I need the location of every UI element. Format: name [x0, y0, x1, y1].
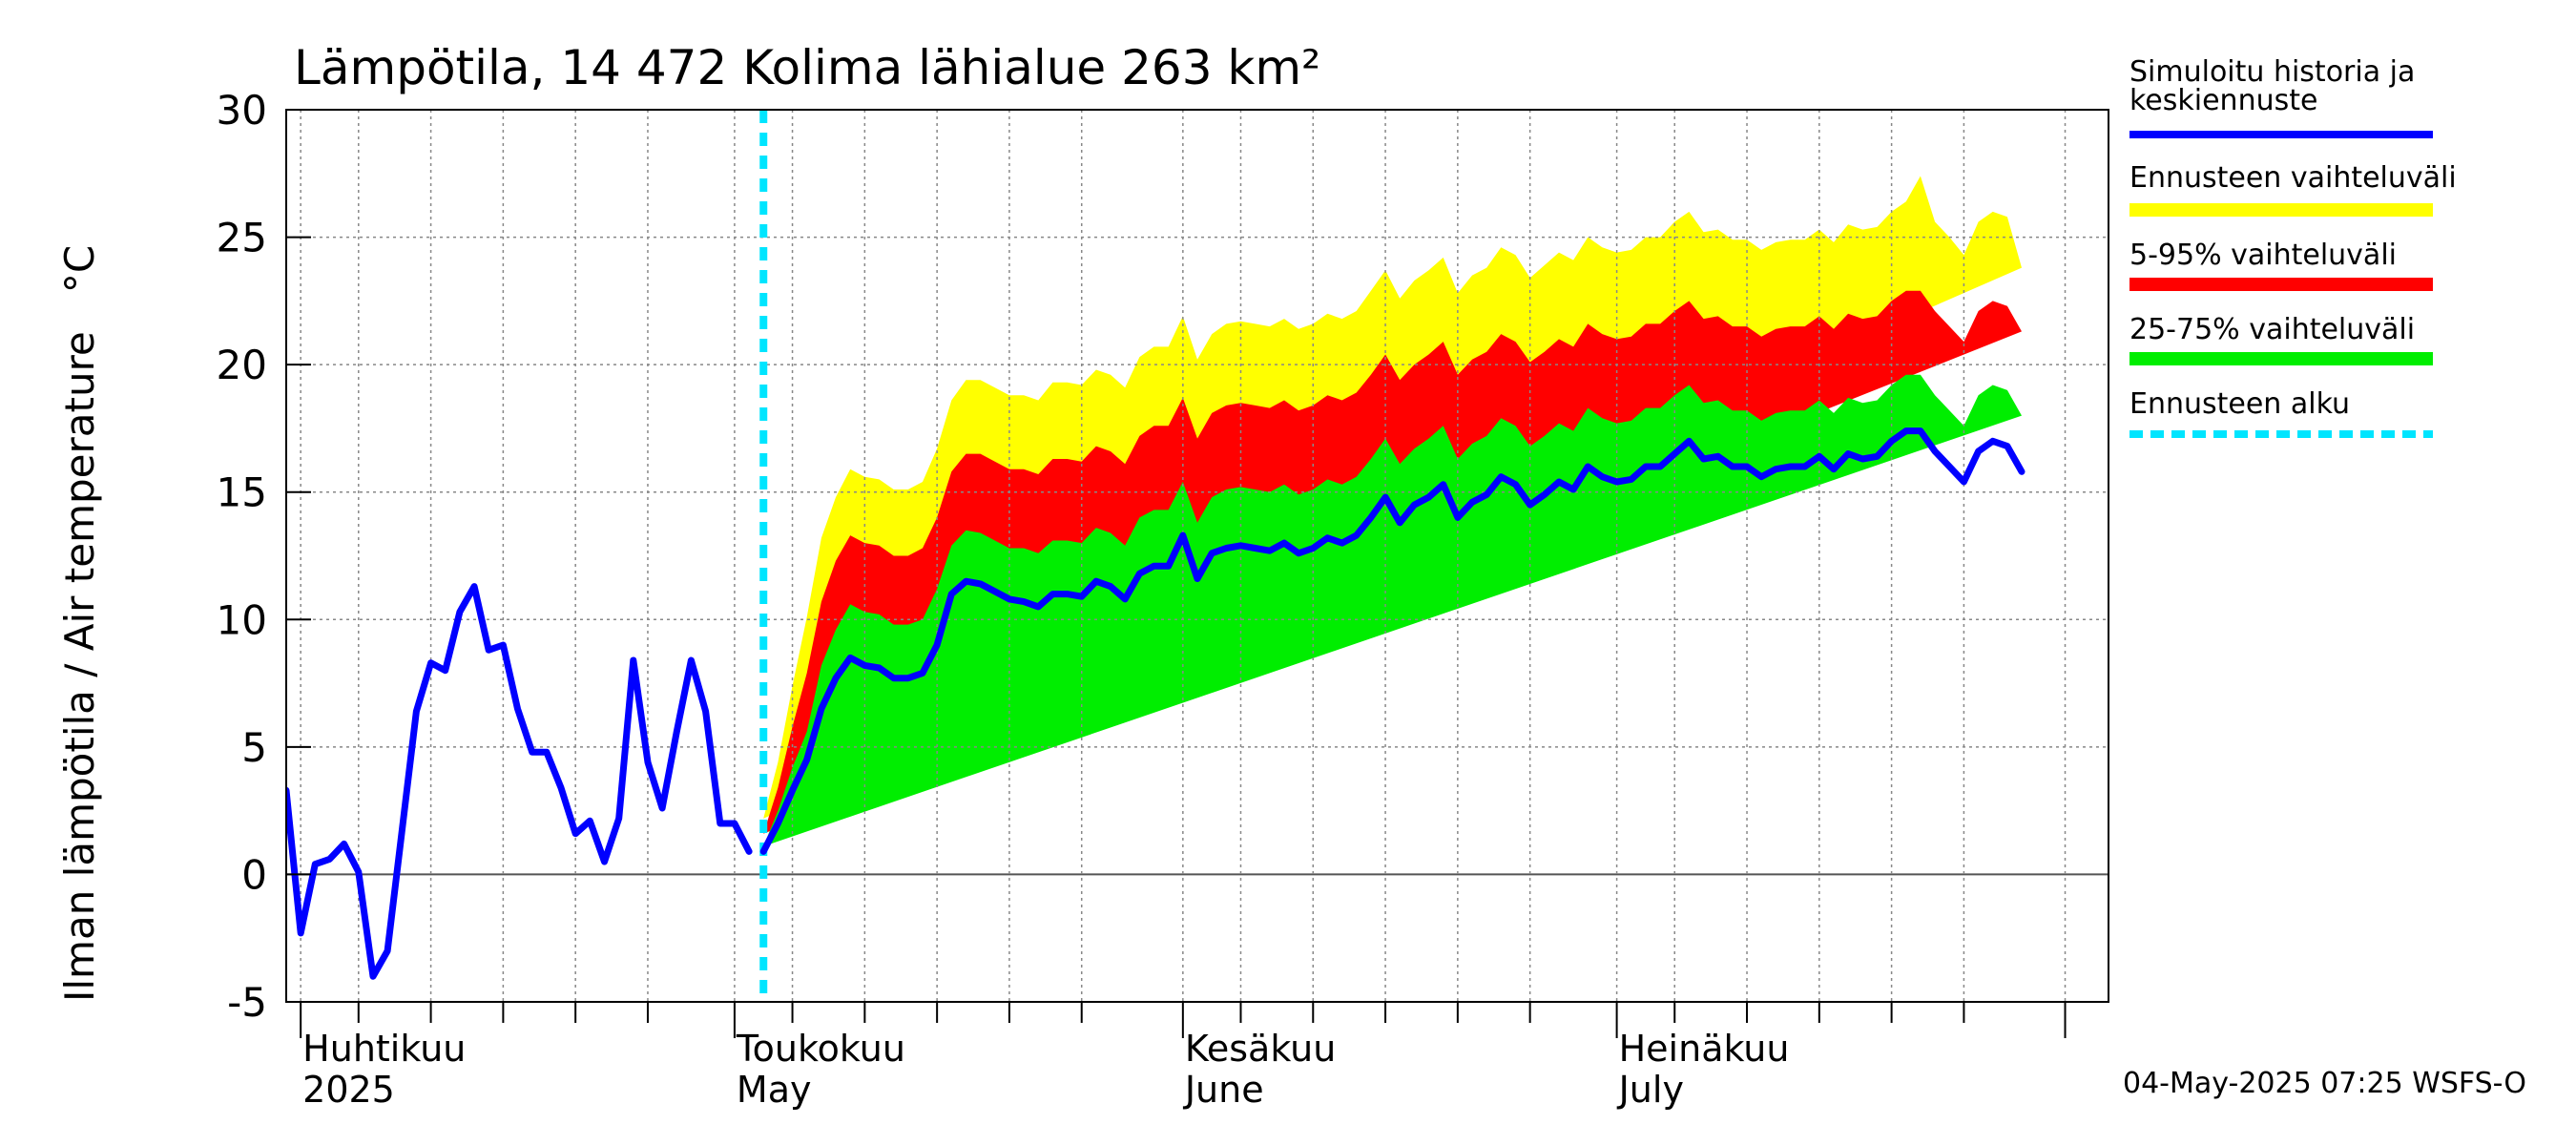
legend: Simuloitu historia ja keskiennuste Ennuste…: [2129, 55, 2457, 438]
timestamp-footer: 04-May-2025 07:25 WSFS-O: [2123, 1067, 2526, 1100]
forecast-mean-line: [759, 427, 2025, 855]
month-label-secondary: July: [1617, 1069, 1684, 1111]
history-line: [286, 583, 753, 980]
legend-label: 25-75% vaihteluväli: [2129, 313, 2415, 346]
forecast-bands: [763, 176, 2023, 846]
y-tick-label: 10: [217, 596, 267, 643]
y-axis: -5 0 5 10 15 20 25 30: [217, 87, 311, 1026]
y-tick-label: 0: [241, 851, 267, 898]
month-label: Kesäkuu: [1185, 1028, 1337, 1070]
y-tick-label: 30: [217, 87, 267, 134]
legend-label: Simuloitu historia ja keskiennuste: [2129, 55, 2415, 117]
month-label: Huhtikuu: [302, 1028, 466, 1070]
month-label: Toukokuu: [736, 1028, 905, 1070]
y-tick-label: 15: [217, 469, 267, 516]
chart-title: Lämpötila, 14 472 Kolima lähialue 263 km…: [294, 40, 1320, 95]
band-25-75: [763, 374, 2023, 846]
y-axis-label: Ilman lämpötila / Air temperature °C: [56, 245, 103, 1002]
month-label-secondary: 2025: [302, 1069, 395, 1111]
series-lines: [286, 110, 2025, 1002]
month-label-secondary: June: [1183, 1069, 1264, 1111]
y-tick-label: 25: [217, 215, 267, 261]
grid: [286, 110, 2109, 1002]
y-tick-label: 20: [217, 342, 267, 388]
month-label: Heinäkuu: [1619, 1028, 1790, 1070]
plot-frame: [285, 109, 2109, 1003]
y-tick-label: 5: [241, 724, 267, 771]
legend-label: Ennusteen alku: [2129, 387, 2350, 421]
legend-label: Ennusteen vaihteluväli: [2129, 161, 2457, 195]
month-label-secondary: May: [737, 1069, 812, 1111]
y-tick-label: -5: [227, 979, 267, 1026]
legend-label: 5-95% vaihteluväli: [2129, 239, 2397, 272]
